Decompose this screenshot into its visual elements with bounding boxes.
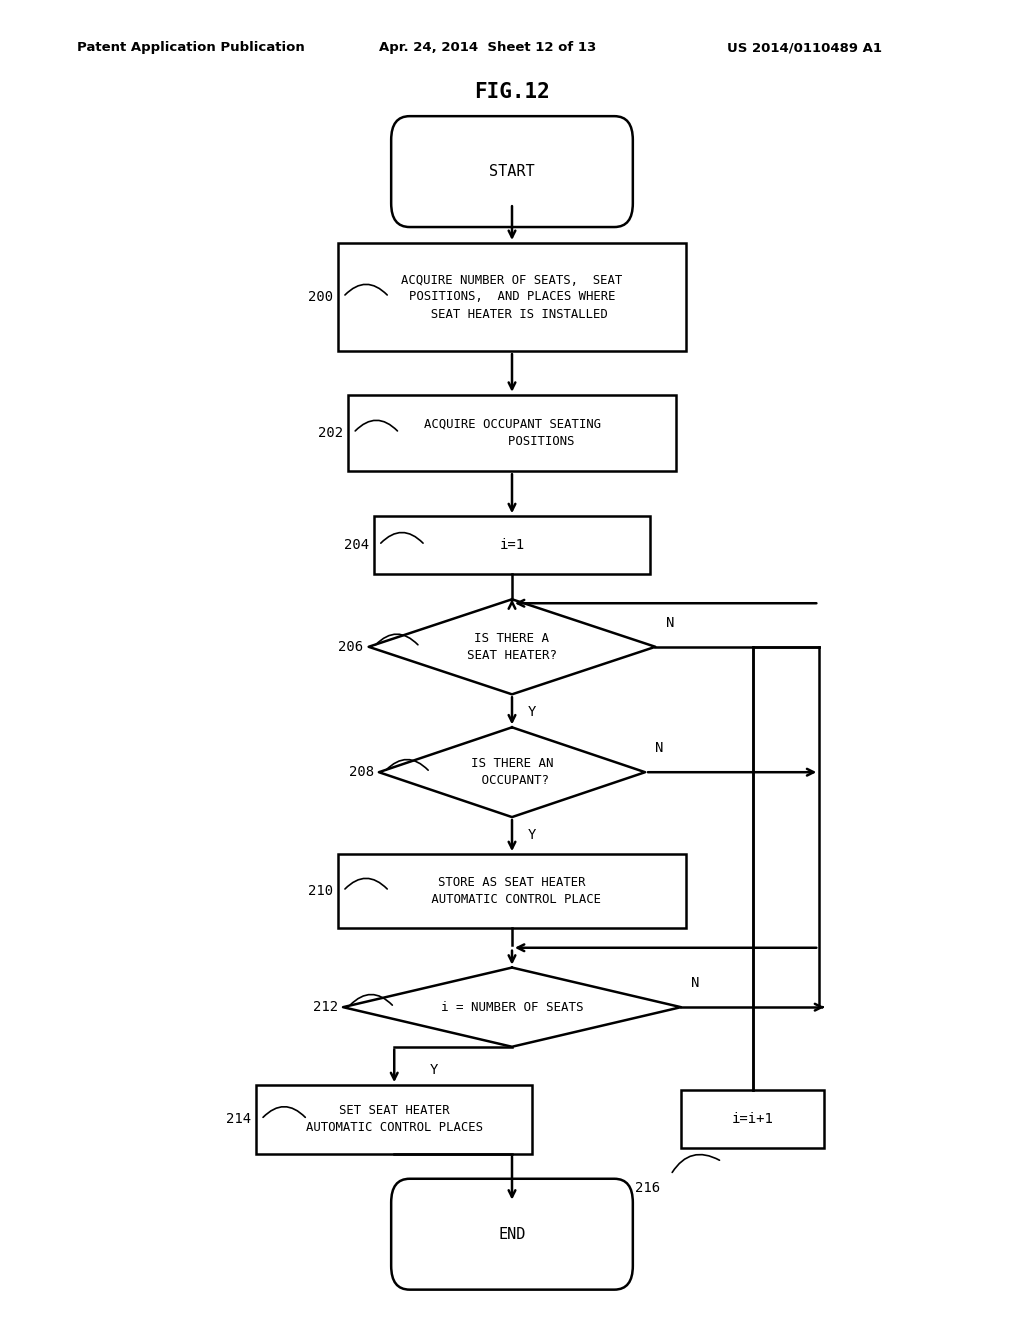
Text: 200: 200: [307, 290, 333, 304]
Text: US 2014/0110489 A1: US 2014/0110489 A1: [727, 41, 882, 54]
Text: 214: 214: [225, 1113, 251, 1126]
Text: i=1: i=1: [500, 539, 524, 552]
Polygon shape: [369, 599, 655, 694]
Text: N: N: [691, 975, 699, 990]
Text: STORE AS SEAT HEATER
 AUTOMATIC CONTROL PLACE: STORE AS SEAT HEATER AUTOMATIC CONTROL P…: [424, 876, 600, 906]
Text: FIG.12: FIG.12: [474, 82, 550, 103]
Text: SET SEAT HEATER
AUTOMATIC CONTROL PLACES: SET SEAT HEATER AUTOMATIC CONTROL PLACES: [306, 1105, 482, 1134]
Polygon shape: [379, 727, 645, 817]
Text: Apr. 24, 2014  Sheet 12 of 13: Apr. 24, 2014 Sheet 12 of 13: [379, 41, 596, 54]
Bar: [374, 516, 650, 574]
Text: 204: 204: [343, 539, 369, 552]
Polygon shape: [343, 968, 681, 1047]
FancyBboxPatch shape: [391, 1179, 633, 1290]
Text: IS THERE AN
 OCCUPANT?: IS THERE AN OCCUPANT?: [471, 758, 553, 787]
Text: 206: 206: [338, 640, 364, 653]
Text: N: N: [655, 741, 664, 755]
Text: 210: 210: [307, 884, 333, 898]
Text: END: END: [499, 1226, 525, 1242]
Bar: [338, 854, 686, 928]
Text: N: N: [666, 615, 674, 630]
FancyBboxPatch shape: [391, 116, 633, 227]
Text: Y: Y: [430, 1063, 438, 1077]
Text: 216: 216: [635, 1181, 660, 1196]
Text: 208: 208: [348, 766, 374, 779]
Text: Y: Y: [527, 705, 536, 719]
Text: 202: 202: [317, 426, 343, 440]
Text: Patent Application Publication: Patent Application Publication: [77, 41, 304, 54]
Bar: [338, 243, 686, 351]
Text: Y: Y: [527, 828, 536, 842]
Text: ACQUIRE OCCUPANT SEATING
        POSITIONS: ACQUIRE OCCUPANT SEATING POSITIONS: [424, 418, 600, 447]
Text: START: START: [489, 164, 535, 180]
Text: IS THERE A
SEAT HEATER?: IS THERE A SEAT HEATER?: [467, 632, 557, 661]
Bar: [681, 1090, 824, 1148]
Text: i = NUMBER OF SEATS: i = NUMBER OF SEATS: [440, 1001, 584, 1014]
Bar: [256, 1085, 532, 1154]
Text: i=i+1: i=i+1: [732, 1113, 773, 1126]
Bar: [348, 395, 676, 471]
Text: 212: 212: [312, 1001, 338, 1014]
Text: ACQUIRE NUMBER OF SEATS,  SEAT
POSITIONS,  AND PLACES WHERE
  SEAT HEATER IS INS: ACQUIRE NUMBER OF SEATS, SEAT POSITIONS,…: [401, 273, 623, 321]
